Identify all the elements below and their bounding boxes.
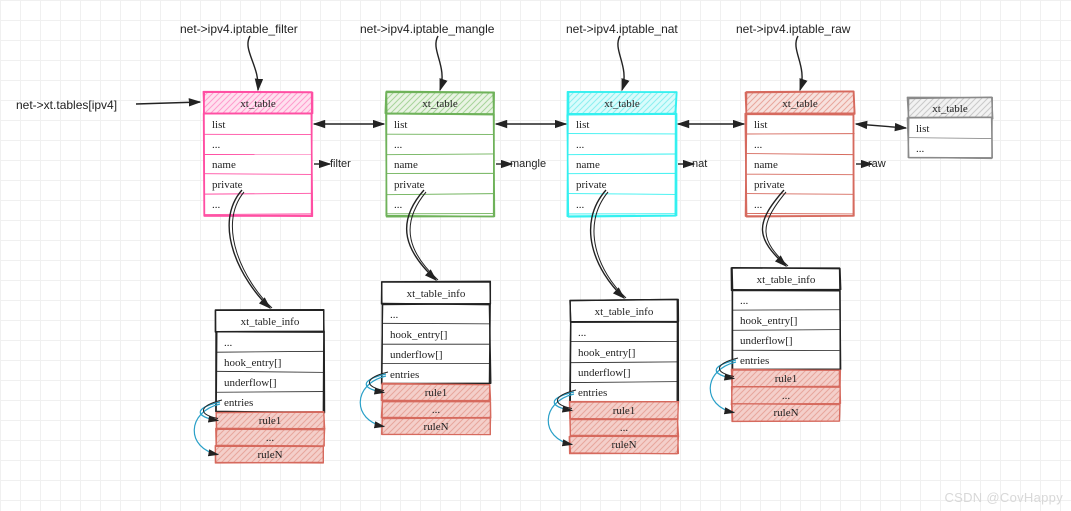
svg-text:...: ... xyxy=(224,337,233,349)
svg-text:entries: entries xyxy=(740,355,769,367)
svg-text:xt_table_info: xt_table_info xyxy=(407,288,466,300)
svg-text:...: ... xyxy=(266,432,275,444)
svg-text:rule1: rule1 xyxy=(259,415,282,427)
svg-text:list: list xyxy=(576,119,589,131)
svg-text:ruleN: ruleN xyxy=(257,449,282,461)
svg-text:...: ... xyxy=(576,139,585,151)
label-filter-top: net->ipv4.iptable_filter xyxy=(180,22,298,36)
svg-text:xt_table_info: xt_table_info xyxy=(595,306,654,318)
svg-text:...: ... xyxy=(754,139,763,151)
svg-text:private: private xyxy=(576,179,607,191)
svg-text:private: private xyxy=(394,179,425,191)
svg-text:rule1: rule1 xyxy=(425,387,448,399)
svg-text:...: ... xyxy=(754,199,763,211)
svg-text:list: list xyxy=(394,119,407,131)
name-value-raw: raw xyxy=(868,158,886,170)
svg-text:name: name xyxy=(394,159,418,171)
label-nat-top: net->ipv4.iptable_nat xyxy=(566,22,678,36)
svg-text:...: ... xyxy=(212,139,221,151)
svg-text:underflow[]: underflow[] xyxy=(578,367,631,379)
svg-text:...: ... xyxy=(390,309,399,321)
diagram-svg: xt_tablelist...nameprivate...xt_tablelis… xyxy=(0,0,1071,511)
svg-text:private: private xyxy=(754,179,785,191)
name-value-nat: nat xyxy=(692,158,707,170)
svg-text:...: ... xyxy=(394,199,403,211)
svg-text:...: ... xyxy=(578,327,587,339)
svg-text:underflow[]: underflow[] xyxy=(390,349,443,361)
svg-text:...: ... xyxy=(620,422,629,434)
svg-text:xt_table: xt_table xyxy=(604,98,640,110)
svg-text:xt_table: xt_table xyxy=(932,103,968,115)
svg-text:ruleN: ruleN xyxy=(423,421,448,433)
svg-text:...: ... xyxy=(394,139,403,151)
svg-text:hook_entry[]: hook_entry[] xyxy=(740,315,797,327)
svg-text:private: private xyxy=(212,179,243,191)
name-value-mangle: mangle xyxy=(510,158,546,170)
svg-text:hook_entry[]: hook_entry[] xyxy=(578,347,635,359)
svg-text:hook_entry[]: hook_entry[] xyxy=(224,357,281,369)
svg-text:xt_table: xt_table xyxy=(422,98,458,110)
svg-text:xt_table_info: xt_table_info xyxy=(241,316,300,328)
svg-text:ruleN: ruleN xyxy=(773,407,798,419)
svg-text:list: list xyxy=(212,119,225,131)
svg-text:ruleN: ruleN xyxy=(611,439,636,451)
svg-text:xt_table: xt_table xyxy=(782,98,818,110)
svg-text:hook_entry[]: hook_entry[] xyxy=(390,329,447,341)
svg-text:name: name xyxy=(212,159,236,171)
svg-text:rule1: rule1 xyxy=(613,405,636,417)
svg-text:underflow[]: underflow[] xyxy=(224,377,277,389)
svg-text:...: ... xyxy=(212,199,221,211)
svg-text:...: ... xyxy=(782,390,791,402)
svg-text:...: ... xyxy=(916,143,925,155)
label-mangle-top: net->ipv4.iptable_mangle xyxy=(360,22,494,36)
svg-text:...: ... xyxy=(432,404,441,416)
svg-text:entries: entries xyxy=(578,387,607,399)
svg-text:entries: entries xyxy=(390,369,419,381)
label-xt-tables: net->xt.tables[ipv4] xyxy=(16,98,117,112)
svg-text:xt_table: xt_table xyxy=(240,98,276,110)
label-raw-top: net->ipv4.iptable_raw xyxy=(736,22,850,36)
watermark: CSDN @CovHappy xyxy=(944,490,1063,505)
svg-text:rule1: rule1 xyxy=(775,373,798,385)
svg-text:list: list xyxy=(754,119,767,131)
svg-text:list: list xyxy=(916,123,929,135)
svg-text:underflow[]: underflow[] xyxy=(740,335,793,347)
svg-text:entries: entries xyxy=(224,397,253,409)
svg-text:name: name xyxy=(576,159,600,171)
name-value-filter: filter xyxy=(330,158,351,170)
svg-text:xt_table_info: xt_table_info xyxy=(757,274,816,286)
svg-text:name: name xyxy=(754,159,778,171)
svg-text:...: ... xyxy=(576,199,585,211)
svg-text:...: ... xyxy=(740,295,749,307)
